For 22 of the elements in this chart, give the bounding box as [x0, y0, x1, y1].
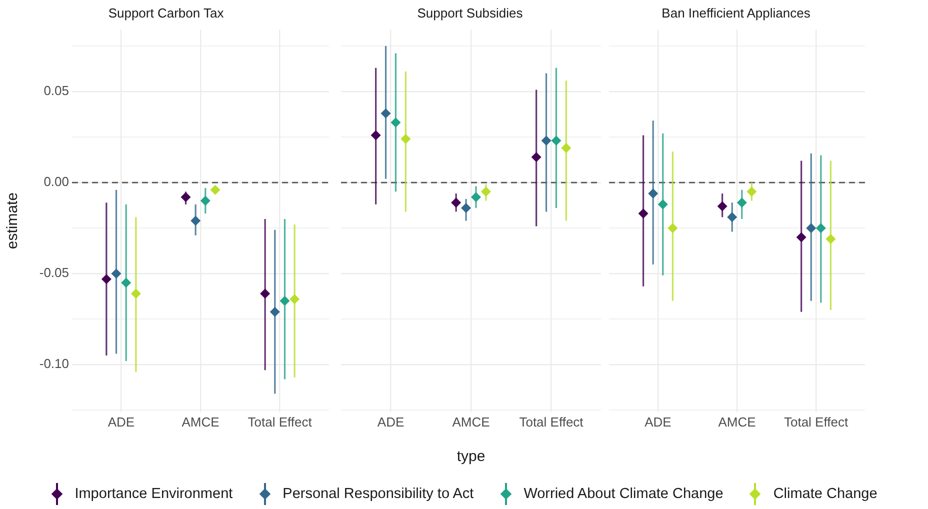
legend-label: Climate Change: [773, 486, 878, 502]
x-tick-label: AMCE: [718, 414, 756, 430]
x-tick-label: ADE: [644, 414, 672, 430]
x-tick-label: Total Effect: [519, 414, 584, 430]
x-tick-label: AMCE: [452, 414, 490, 430]
y-tick-label: -0.10: [39, 356, 69, 372]
x-tick-label: Total Effect: [784, 414, 848, 430]
chart-title: Support Subsidies: [417, 5, 524, 20]
x-axis-title: type: [456, 448, 486, 466]
x-tick-label: ADE: [377, 414, 404, 430]
chart-title: Ban Inefficient Appliances: [662, 5, 811, 20]
x-tick-label: ADE: [108, 414, 135, 430]
legend-label: Worried About Climate Change: [524, 486, 724, 502]
legend-label: Importance Environment: [74, 486, 233, 502]
y-axis-title: estimate: [4, 192, 22, 250]
y-tick-label: -0.05: [39, 265, 69, 280]
x-tick-label: Total Effect: [248, 414, 312, 430]
y-tick-label: 0.05: [44, 83, 69, 98]
chart-title: Support Carbon Tax: [108, 5, 224, 20]
y-tick-label: 0.00: [44, 174, 69, 190]
legend-label: Personal Responsibility to Act: [282, 486, 474, 502]
x-tick-label: AMCE: [182, 414, 220, 430]
